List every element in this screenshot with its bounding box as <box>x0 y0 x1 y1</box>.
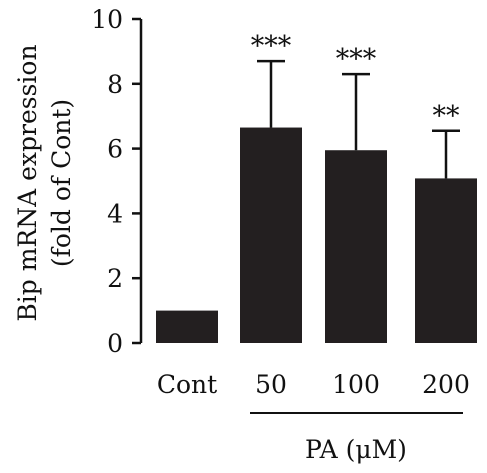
significance-label: *** <box>336 44 377 75</box>
x-tick-label: 50 <box>255 370 287 399</box>
x-tick-label: Cont <box>157 370 217 399</box>
bar <box>415 178 477 343</box>
x-group-label: PA (μM) <box>305 435 407 464</box>
bar <box>156 310 218 343</box>
axes: 0 2 4 6 8 10 <box>91 5 143 358</box>
x-group: PA (μM) <box>250 412 463 464</box>
bar <box>240 127 302 343</box>
y-tick-label: 4 <box>107 199 123 228</box>
y-axis-label: Bip mRNA expression (fold of Cont) <box>13 44 76 321</box>
y-tick-label: 8 <box>107 70 123 99</box>
significance-label: *** <box>251 31 292 62</box>
y-tick-label: 6 <box>107 135 123 164</box>
x-tick-label: 200 <box>422 370 470 399</box>
significance-label: ** <box>433 101 461 132</box>
y-tick-label: 0 <box>107 329 123 358</box>
y-tick-label: 2 <box>107 264 123 293</box>
bars: *** ***** <box>156 31 477 343</box>
x-axis-labels: Cont 50 100 200 <box>157 370 470 399</box>
y-tick-label: 10 <box>91 5 123 34</box>
y-axis-label-line1: Bip mRNA expression <box>13 44 42 321</box>
bar <box>325 150 387 343</box>
y-axis-label-line2: (fold of Cont) <box>47 99 76 267</box>
x-tick-label: 100 <box>332 370 380 399</box>
